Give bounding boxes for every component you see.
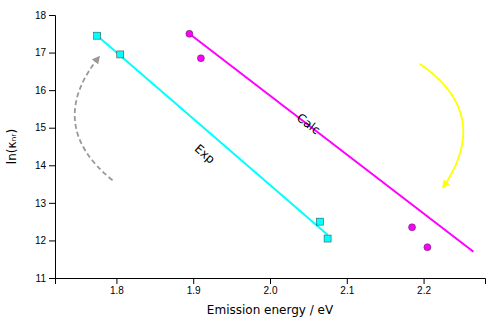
x-axis-line <box>56 279 486 285</box>
line-label: Calc <box>294 111 323 138</box>
plot-area: 1.8 1.9 2.0 2.1 2.2 11 12 13 14 15 16 17 18 Exp Calc <box>35 10 486 296</box>
x-tick-label: 2.1 <box>340 285 354 296</box>
y-tick-label: 16 <box>35 85 47 96</box>
y-tick-mark <box>49 128 55 129</box>
y-tick-mark <box>49 90 55 91</box>
y-tick: 18 <box>35 10 55 21</box>
y-tick-label: 13 <box>35 198 47 209</box>
y-tick-label: 17 <box>35 47 47 58</box>
x-axis: 1.8 1.9 2.0 2.1 2.2 <box>56 278 486 296</box>
y-tick-mark <box>49 278 55 279</box>
line-label: Exp <box>192 141 218 166</box>
point <box>197 55 204 62</box>
x-tick: 2.0 <box>264 278 278 296</box>
y-tick-label: 11 <box>36 273 47 284</box>
y-tick-mark <box>49 53 55 54</box>
x-tick: 1.9 <box>187 278 201 296</box>
y-tick: 13 <box>35 198 55 209</box>
marks <box>75 30 474 251</box>
x-tick: 2.2 <box>417 278 431 296</box>
y-tick-label: 14 <box>35 160 47 171</box>
y-tick: 12 <box>35 235 55 246</box>
y-axis-line <box>49 16 56 279</box>
y-tick-label: 15 <box>35 122 47 133</box>
x-tick-mark <box>193 278 194 284</box>
x-axis-title: Emission energy / eV <box>207 303 334 317</box>
point <box>424 244 431 251</box>
point <box>117 51 124 58</box>
y-tick-mark <box>49 15 55 16</box>
y-tick-label: 18 <box>35 10 47 21</box>
y-tick-mark <box>49 240 55 241</box>
y-tick-mark <box>49 203 55 204</box>
y-tick: 16 <box>35 85 55 96</box>
y-tick: 15 <box>35 122 55 133</box>
y-tick-mark <box>49 165 55 166</box>
point <box>316 218 323 225</box>
x-tick: 1.8 <box>110 278 124 296</box>
annotations: Exp Calc <box>192 111 323 167</box>
x-tick: 2.1 <box>340 278 354 296</box>
y-axis-title: ln(κₙᵣ) <box>5 129 19 164</box>
x-tick-mark <box>116 278 117 284</box>
y-tick: 14 <box>35 160 55 171</box>
arrow <box>420 64 464 188</box>
y-axis: 11 12 13 14 15 16 17 18 <box>35 10 56 284</box>
x-tick-label: 2.0 <box>264 285 278 296</box>
point <box>409 224 416 231</box>
y-tick-label: 12 <box>35 235 47 246</box>
point <box>186 30 193 37</box>
x-tick-mark <box>347 278 348 284</box>
line <box>97 36 327 235</box>
x-tick-label: 1.8 <box>110 285 124 296</box>
point <box>94 32 101 39</box>
line <box>189 34 473 252</box>
point <box>324 235 331 242</box>
x-tick-mark <box>424 278 425 284</box>
x-tick-label: 2.2 <box>417 285 431 296</box>
arrow <box>75 56 113 180</box>
y-tick: 17 <box>35 47 55 58</box>
x-tick-label: 1.9 <box>187 285 201 296</box>
x-tick-mark <box>270 278 271 284</box>
chart: 1.8 1.9 2.0 2.1 2.2 11 12 13 14 15 16 17 18 Exp Calc Em… <box>0 0 500 320</box>
y-tick: 11 <box>36 273 55 284</box>
